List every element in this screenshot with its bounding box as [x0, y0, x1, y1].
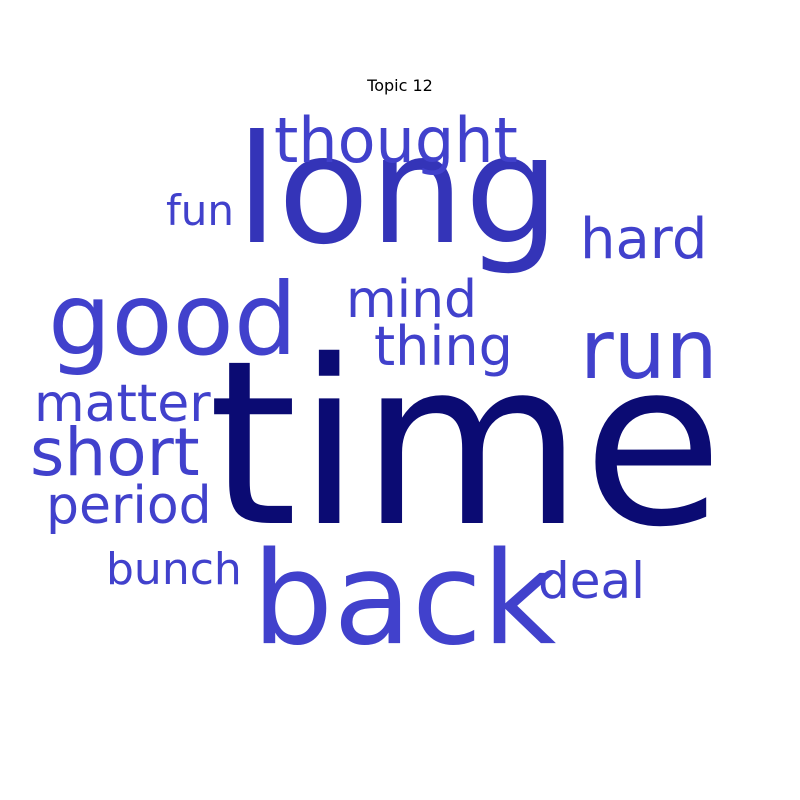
word-back: back	[252, 525, 557, 674]
word-time: time	[208, 311, 724, 577]
word-thing: thing	[374, 315, 513, 378]
word-run: run	[580, 303, 718, 398]
word-thought: thought	[274, 104, 518, 177]
word-mind: mind	[346, 270, 478, 330]
word-fun: fun	[166, 186, 235, 235]
chart-title: Topic 12	[367, 76, 433, 95]
word-long: long	[236, 104, 560, 278]
word-hard: hard	[580, 207, 708, 272]
word-period: period	[46, 476, 212, 536]
word-good: good	[48, 261, 298, 378]
word-matter: matter	[34, 374, 211, 434]
word-short: short	[30, 414, 200, 491]
word-bunch: bunch	[106, 544, 242, 595]
word-deal: deal	[538, 552, 646, 610]
